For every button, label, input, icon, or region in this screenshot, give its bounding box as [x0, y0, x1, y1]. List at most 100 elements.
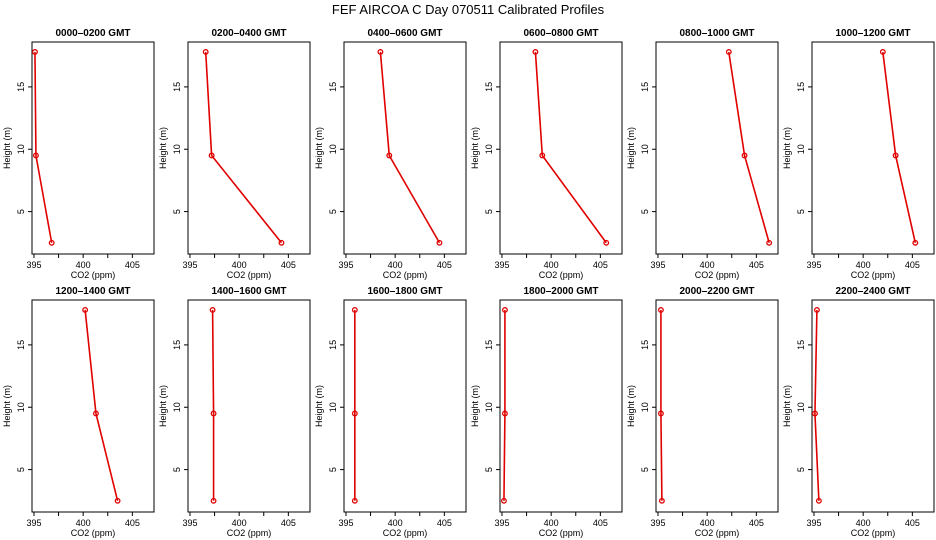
x-tick-label: 395: [338, 260, 353, 270]
x-tick-label: 395: [650, 260, 665, 270]
y-axis-label: Height (m): [626, 385, 636, 427]
panel-title: 1800–2000 GMT: [523, 286, 598, 297]
x-tick-label: 405: [905, 260, 920, 270]
x-tick-label: 400: [700, 260, 715, 270]
y-axis-label: Height (m): [782, 127, 792, 169]
y-tick-label: 5: [328, 467, 338, 472]
panel-12: 2200–2400 GMT 395 400 405 5 10 15 CO2 (ppm) Heig…: [782, 286, 935, 538]
profile-line: [882, 51, 917, 243]
data-point: [210, 497, 217, 504]
data-point: [892, 152, 899, 159]
panel-title: 0200–0400 GMT: [211, 28, 286, 39]
plot-frame: [187, 41, 311, 255]
y-tick-label: 5: [484, 209, 494, 214]
data-point: [351, 410, 358, 417]
data-point: [351, 497, 358, 504]
data-point: [351, 307, 358, 313]
profile-line: [379, 51, 441, 244]
x-axis-label: CO2 (ppm): [695, 270, 740, 280]
x-axis-label: CO2 (ppm): [695, 528, 740, 538]
panel-1: 0000–0200 GMT 395 400 405 5 10 15 CO2 (ppm) Heig…: [2, 28, 155, 280]
y-tick-label: 10: [328, 144, 338, 154]
x-tick-label: 400: [388, 260, 403, 270]
x-tick-label: 395: [650, 518, 665, 528]
profile-line: [814, 309, 820, 501]
data-point: [658, 497, 665, 504]
x-tick-label: 400: [76, 260, 91, 270]
y-tick-label: 15: [172, 340, 182, 350]
y-tick-label: 15: [172, 82, 182, 92]
y-tick-label: 10: [640, 144, 650, 154]
y-axis-label: Height (m): [470, 385, 480, 427]
data-point: [532, 49, 539, 55]
y-axis-label: Height (m): [626, 127, 636, 169]
y-tick-label: 15: [796, 82, 806, 92]
x-tick-label: 405: [125, 260, 140, 270]
x-axis-label: CO2 (ppm): [851, 528, 896, 538]
y-axis-label: Height (m): [2, 127, 12, 169]
data-point: [377, 49, 384, 55]
x-axis-label: CO2 (ppm): [383, 528, 428, 538]
y-axis-label: Height (m): [158, 385, 168, 427]
y-axis-label: Height (m): [470, 127, 480, 169]
y-tick-label: 10: [484, 144, 494, 154]
plot-frame: [31, 299, 155, 513]
data-point: [436, 239, 443, 246]
data-point: [210, 410, 217, 417]
x-tick-label: 395: [806, 260, 821, 270]
panel-9: 1600–1800 GMT 395 400 405 5 10 15 CO2 (ppm) Heig…: [314, 286, 467, 538]
panel-title: 0800–1000 GMT: [679, 28, 754, 39]
y-tick-label: 5: [16, 467, 26, 472]
panel-title: 1600–1800 GMT: [367, 286, 442, 297]
panel-title: 1400–1600 GMT: [211, 286, 286, 297]
data-point: [766, 239, 773, 246]
panel-5: 0800–1000 GMT 395 400 405 5 10 15 CO2 (ppm) Heig…: [626, 28, 779, 280]
panel-6: 1000–1200 GMT 395 400 405 5 10 15 CO2 (ppm) Heig…: [782, 28, 935, 280]
data-point: [879, 49, 886, 55]
data-point: [725, 49, 732, 55]
plot-frame: [343, 41, 467, 255]
data-point: [912, 239, 919, 246]
y-tick-label: 10: [328, 402, 338, 412]
y-tick-label: 10: [796, 402, 806, 412]
x-tick-label: 400: [856, 260, 871, 270]
data-point: [501, 307, 508, 313]
panel-title: 0400–0600 GMT: [367, 28, 442, 39]
data-point: [603, 239, 610, 246]
panel-title: 0600–0800 GMT: [523, 28, 598, 39]
y-tick-label: 5: [796, 467, 806, 472]
x-tick-label: 395: [494, 518, 509, 528]
x-tick-label: 400: [76, 518, 91, 528]
profile-line: [728, 51, 770, 243]
data-point: [741, 152, 748, 159]
data-point: [208, 152, 215, 159]
data-point: [202, 49, 209, 55]
data-point: [93, 410, 99, 417]
x-tick-label: 405: [905, 518, 920, 528]
x-axis-label: CO2 (ppm): [227, 270, 272, 280]
data-point: [500, 497, 507, 504]
profile-line: [204, 51, 283, 244]
x-tick-label: 395: [182, 260, 197, 270]
profile-line: [34, 51, 53, 243]
profile-line: [534, 51, 607, 244]
x-tick-label: 400: [388, 518, 403, 528]
panel-title: 2200–2400 GMT: [835, 286, 910, 297]
panel-10: 1800–2000 GMT 395 400 405 5 10 15 CO2 (ppm) Heig…: [470, 286, 623, 538]
y-tick-label: 10: [484, 402, 494, 412]
profile-line: [84, 309, 119, 501]
x-tick-label: 400: [700, 518, 715, 528]
data-point: [209, 307, 216, 313]
y-tick-label: 10: [172, 402, 182, 412]
x-tick-label: 395: [338, 518, 353, 528]
y-tick-label: 5: [172, 467, 182, 472]
data-point: [657, 307, 664, 313]
data-point: [539, 152, 546, 159]
plot-frame: [811, 41, 935, 255]
x-axis-label: CO2 (ppm): [851, 270, 896, 280]
data-point: [657, 410, 664, 417]
x-tick-label: 405: [749, 518, 764, 528]
x-tick-label: 395: [26, 518, 41, 528]
x-tick-label: 400: [232, 260, 247, 270]
